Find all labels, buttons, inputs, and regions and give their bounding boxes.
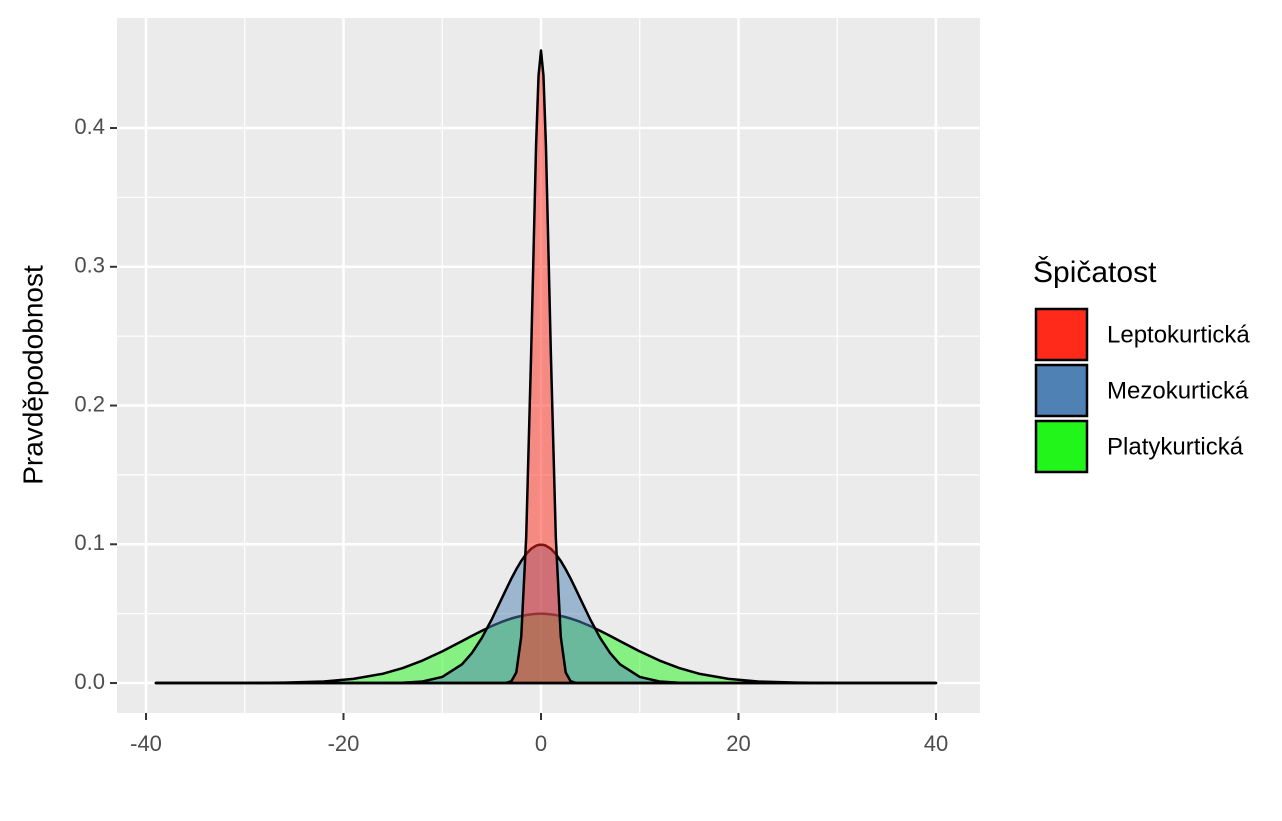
- areas: [154, 49, 938, 685]
- area: [154, 49, 938, 685]
- x-tick-label: -40: [130, 731, 162, 756]
- y-axis-label: Pravděpodobnost: [17, 265, 48, 485]
- legend-label: Mezokurtická: [1107, 377, 1249, 404]
- y-tick-label: 0.1: [74, 530, 105, 555]
- legend-swatch: [1034, 307, 1089, 362]
- legend: Leptokurtická Mezokurtická Platykurtická: [1034, 307, 1250, 474]
- legend-label: Platykurtická: [1107, 433, 1244, 460]
- legend-swatch: [1034, 419, 1089, 474]
- axes: -40 -20 0 20 40 0.0 0.1 0.2 0.3 0.4: [74, 114, 948, 756]
- x-tick-label: 40: [924, 731, 948, 756]
- x-tick-label: 20: [726, 731, 750, 756]
- y-tick-label: 0.3: [74, 253, 105, 278]
- legend-title: Špičatost: [1033, 255, 1157, 289]
- legend-label: Leptokurtická: [1107, 321, 1250, 348]
- x-tick-label: 0: [535, 731, 547, 756]
- x-tick-label: -20: [328, 731, 360, 756]
- legend-swatch: [1034, 363, 1089, 418]
- y-tick-label: 0.2: [74, 391, 105, 416]
- y-tick-label: 0.0: [74, 669, 105, 694]
- y-tick-label: 0.4: [74, 114, 105, 139]
